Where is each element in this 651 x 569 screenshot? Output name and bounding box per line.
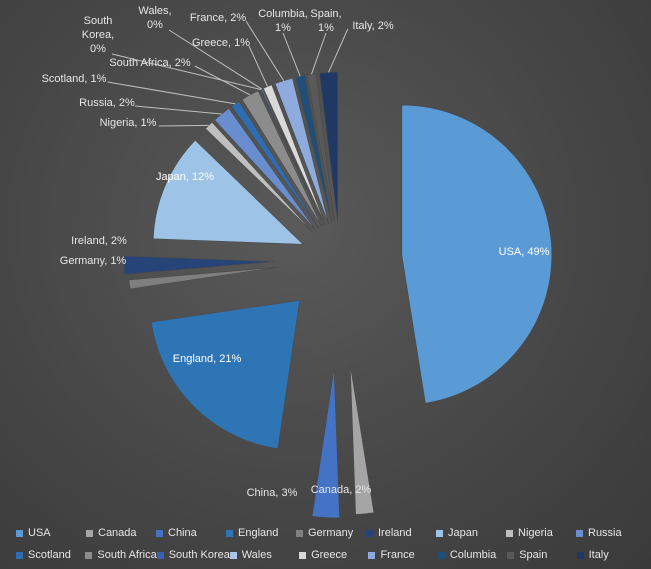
pie-slice-china <box>311 367 340 519</box>
data-label-germany: Germany, 1% <box>60 255 127 267</box>
leader-line-spain <box>311 32 327 75</box>
pie-slice-japan <box>152 139 304 245</box>
data-label-south-africa: South Africa, 2% <box>109 57 191 69</box>
legend-label-england: England <box>238 527 279 539</box>
legend-swatch-italy <box>576 551 584 559</box>
legend-swatch-columbia <box>437 551 445 559</box>
legend-item-south-korea: South Korea <box>156 549 230 561</box>
leader-line-columbia <box>282 32 301 77</box>
leader-line-south-korea <box>111 53 261 91</box>
chart-legend: USA Canada China England Germany Ireland Japan… <box>16 522 646 566</box>
legend-swatch-germany <box>296 529 303 537</box>
data-label-south-korea: South Korea, 0% <box>82 15 114 55</box>
legend-label-japan: Japan <box>448 527 478 539</box>
legend-label-greece: Greece <box>311 549 348 561</box>
legend-item-usa: USA <box>16 527 86 539</box>
leader-line-france <box>245 20 285 81</box>
legend-swatch-ireland <box>366 529 373 537</box>
legend-label-germany: Germany <box>308 527 354 539</box>
leader-line-italy <box>328 28 349 73</box>
data-label-greece: Greece, 1% <box>192 37 250 49</box>
legend-label-columbia: Columbia <box>449 549 497 561</box>
legend-label-spain: Spain <box>519 549 548 561</box>
legend-label-russia: Russia <box>588 527 622 539</box>
pie-slice-canada <box>349 364 375 515</box>
data-label-china: China, 3% <box>247 487 298 499</box>
legend-swatch-wales <box>229 551 237 559</box>
data-label-russia: Russia, 2% <box>79 97 135 109</box>
data-label-usa: USA, 49% <box>499 246 550 258</box>
data-label-scotland: Scotland, 1% <box>42 73 107 85</box>
legend-item-russia: Russia <box>576 527 646 539</box>
pie-slice-england <box>150 299 301 450</box>
legend-item-wales: Wales <box>229 549 299 561</box>
legend-swatch-south-africa <box>85 551 93 559</box>
legend-item-ireland: Ireland <box>366 527 436 539</box>
legend-swatch-south-korea <box>156 551 164 559</box>
legend-swatch-canada <box>86 529 93 537</box>
pie-slice-south-africa <box>241 90 323 227</box>
legend-item-japan: Japan <box>436 527 506 539</box>
data-label-italy: Italy, 2% <box>352 20 394 32</box>
leader-line-nigeria <box>158 124 209 127</box>
legend-swatch-france <box>368 551 376 559</box>
legend-item-england: England <box>226 527 296 539</box>
legend-label-south-africa: South Africa <box>97 549 157 561</box>
legend-item-italy: Italy <box>576 549 646 561</box>
legend-row: USA Canada China England Germany Ireland Japan… <box>16 522 646 544</box>
leader-line-greece <box>248 45 268 87</box>
data-label-france: France, 2% <box>190 12 246 24</box>
legend-label-usa: USA <box>28 527 51 539</box>
data-label-england: England, 21% <box>173 353 242 365</box>
legend-swatch-china <box>156 529 163 537</box>
legend-label-italy: Italy <box>588 549 609 561</box>
legend-swatch-nigeria <box>506 529 513 537</box>
data-label-columbia: Columbia, 1% <box>258 8 308 34</box>
legend-swatch-japan <box>436 529 443 537</box>
data-label-spain: Spain, 1% <box>310 8 341 34</box>
pie-slice-scotland <box>231 100 320 229</box>
legend-row: Scotland South Africa South Korea Wales Gree… <box>16 544 646 566</box>
leader-line-scotland <box>107 81 236 105</box>
legend-item-spain: Spain <box>507 549 576 561</box>
legend-label-ireland: Ireland <box>378 527 412 539</box>
legend-label-south-korea: South Korea <box>168 549 230 561</box>
legend-swatch-usa <box>16 529 23 537</box>
pie-chart-plot: USA, 49% Canada, 2% China, 3% England, 21% G… <box>42 5 553 519</box>
data-label-nigeria: Nigeria, 1% <box>100 117 157 129</box>
legend-item-canada: Canada <box>86 527 156 539</box>
pie-slice-usa <box>401 104 553 404</box>
legend-label-scotland: Scotland <box>28 549 71 561</box>
leader-line-russia <box>134 105 222 115</box>
legend-item-greece: Greece <box>299 549 368 561</box>
legend-item-germany: Germany <box>296 527 366 539</box>
legend-swatch-greece <box>299 551 307 559</box>
legend-swatch-england <box>226 529 233 537</box>
data-label-ireland: Ireland, 2% <box>71 235 127 247</box>
pie-slice-ireland <box>123 255 275 275</box>
data-label-canada: Canada, 2% <box>311 484 372 496</box>
legend-label-canada: Canada <box>98 527 137 539</box>
legend-item-nigeria: Nigeria <box>506 527 576 539</box>
legend-label-wales: Wales <box>241 549 272 561</box>
legend-label-nigeria: Nigeria <box>518 527 553 539</box>
legend-swatch-spain <box>507 551 515 559</box>
pie-slice-germany <box>128 266 279 290</box>
legend-swatch-scotland <box>16 551 23 559</box>
legend-item-china: China <box>156 527 226 539</box>
leader-line-wales <box>168 29 263 90</box>
legend-item-france: France <box>368 549 437 561</box>
legend-swatch-russia <box>576 529 583 537</box>
legend-label-china: China <box>168 527 197 539</box>
legend-item-columbia: Columbia <box>437 549 507 561</box>
legend-label-france: France <box>380 549 415 561</box>
data-label-wales: Wales, 0% <box>138 5 171 31</box>
pie-slice-france <box>274 77 329 224</box>
legend-item-south-africa: South Africa <box>85 549 157 561</box>
legend-item-scotland: Scotland <box>16 549 85 561</box>
pie-slice-greece <box>262 84 326 226</box>
pie-slice-nigeria <box>205 121 314 234</box>
data-label-japan: Japan, 12% <box>156 171 214 183</box>
